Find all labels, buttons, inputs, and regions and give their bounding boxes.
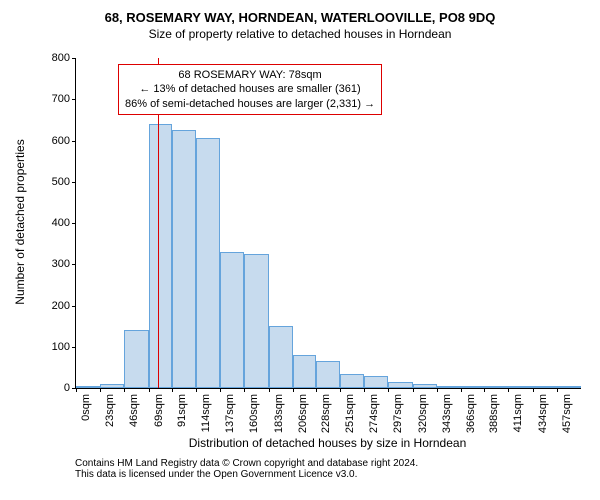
histogram-bar <box>316 361 340 388</box>
x-tick-label: 160sqm <box>248 394 260 433</box>
x-tick-label: 457sqm <box>561 394 573 433</box>
histogram-bar <box>484 386 508 388</box>
x-tick-label: 91sqm <box>176 394 188 427</box>
x-tick-label: 137sqm <box>224 394 236 433</box>
histogram-bar <box>461 386 484 388</box>
y-tick-mark <box>72 58 76 59</box>
y-axis-label: Number of detached properties <box>13 122 27 322</box>
annotation-line: 68 ROSEMARY WAY: 78sqm <box>125 68 375 82</box>
plot-area: 01002003004005006007008000sqm23sqm46sqm6… <box>75 58 581 389</box>
histogram-bar <box>293 355 316 388</box>
x-tick-label: 23sqm <box>104 394 116 427</box>
histogram-bar <box>557 386 581 388</box>
histogram-bar <box>124 330 148 388</box>
x-tick-label: 434sqm <box>537 394 549 433</box>
annotation-line: ← 13% of detached houses are smaller (36… <box>125 82 375 96</box>
histogram-bar <box>149 124 172 388</box>
y-tick-mark <box>72 223 76 224</box>
chart-title-main: 68, ROSEMARY WAY, HORNDEAN, WATERLOOVILL… <box>10 10 590 25</box>
x-tick-label: 0sqm <box>80 394 92 421</box>
y-tick-mark <box>72 264 76 265</box>
histogram-bar <box>413 384 437 388</box>
x-tick-mark <box>244 388 245 392</box>
x-tick-mark <box>340 388 341 392</box>
y-tick-mark <box>72 182 76 183</box>
footer-note: Contains HM Land Registry data © Crown c… <box>75 458 418 480</box>
annotation-line: 86% of semi-detached houses are larger (… <box>125 97 375 111</box>
x-tick-mark <box>196 388 197 392</box>
x-tick-label: 297sqm <box>392 394 404 433</box>
x-tick-mark <box>76 388 77 392</box>
x-tick-mark <box>508 388 509 392</box>
x-tick-label: 366sqm <box>465 394 477 433</box>
histogram-bar <box>437 386 461 388</box>
x-tick-mark <box>149 388 150 392</box>
y-tick-mark <box>72 347 76 348</box>
histogram-bar <box>220 252 244 388</box>
histogram-bar <box>244 254 268 388</box>
chart-title-sub: Size of property relative to detached ho… <box>10 27 590 41</box>
x-tick-label: 46sqm <box>128 394 140 427</box>
x-tick-mark <box>172 388 173 392</box>
x-tick-mark <box>437 388 438 392</box>
x-tick-mark <box>413 388 414 392</box>
histogram-bar <box>196 138 220 388</box>
x-tick-mark <box>316 388 317 392</box>
x-tick-mark <box>269 388 270 392</box>
x-tick-label: 274sqm <box>368 394 380 433</box>
histogram-bar <box>340 374 364 388</box>
x-tick-mark <box>461 388 462 392</box>
histogram-bar <box>533 386 557 388</box>
x-tick-label: 69sqm <box>153 394 165 427</box>
x-tick-mark <box>220 388 221 392</box>
histogram-bar <box>508 386 532 388</box>
x-tick-mark <box>388 388 389 392</box>
x-tick-mark <box>364 388 365 392</box>
x-axis-label: Distribution of detached houses by size … <box>178 436 478 450</box>
x-tick-label: 183sqm <box>273 394 285 433</box>
histogram-bar <box>100 384 124 388</box>
x-tick-label: 388sqm <box>488 394 500 433</box>
histogram-bar <box>172 130 196 388</box>
histogram-bar <box>364 376 388 388</box>
histogram-bar <box>269 326 293 388</box>
x-tick-mark <box>293 388 294 392</box>
x-tick-label: 320sqm <box>417 394 429 433</box>
x-tick-label: 114sqm <box>200 394 212 432</box>
histogram-bar <box>76 386 100 388</box>
x-tick-label: 206sqm <box>297 394 309 433</box>
chart-container: 68, ROSEMARY WAY, HORNDEAN, WATERLOOVILL… <box>10 10 590 490</box>
x-tick-mark <box>124 388 125 392</box>
x-tick-label: 251sqm <box>344 394 356 433</box>
x-tick-label: 411sqm <box>512 394 524 432</box>
y-tick-mark <box>72 306 76 307</box>
x-tick-mark <box>484 388 485 392</box>
x-tick-mark <box>100 388 101 392</box>
annotation-box: 68 ROSEMARY WAY: 78sqm← 13% of detached … <box>118 64 382 115</box>
histogram-bar <box>388 382 412 388</box>
x-tick-mark <box>557 388 558 392</box>
x-tick-mark <box>533 388 534 392</box>
x-tick-label: 343sqm <box>441 394 453 433</box>
x-tick-label: 228sqm <box>320 394 332 433</box>
y-tick-mark <box>72 141 76 142</box>
y-tick-mark <box>72 99 76 100</box>
